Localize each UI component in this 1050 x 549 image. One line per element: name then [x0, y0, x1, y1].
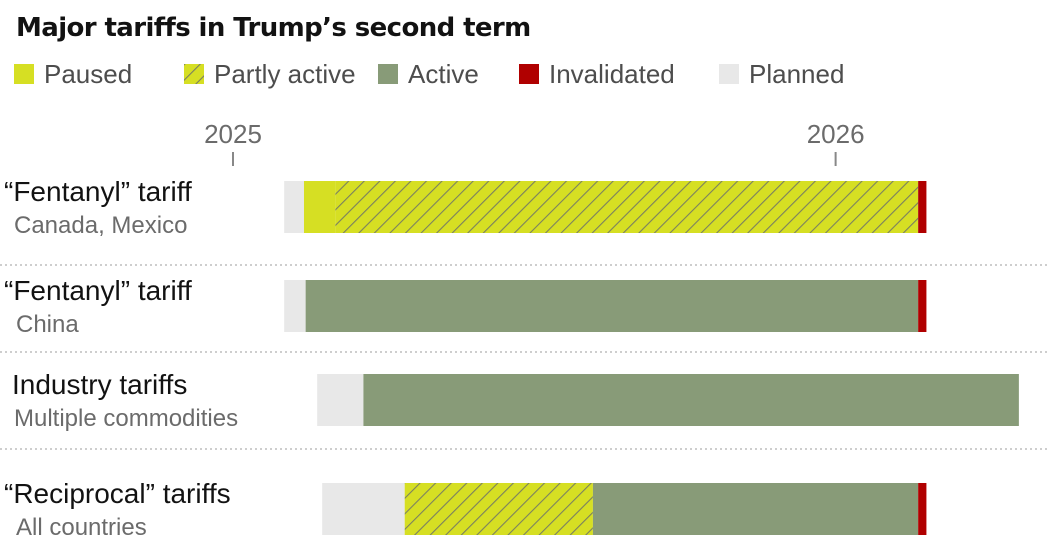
legend-label-partly-active: Partly active [214, 59, 356, 89]
bar-segment-invalidated [918, 181, 927, 233]
legend-swatch-active [378, 64, 398, 84]
chart-title: Major tariffs in Trump’s second term [16, 13, 531, 43]
chart-row-fentanyl-tariff-china: “Fentanyl” tariff China [4, 275, 927, 338]
legend-swatch-partly-active [184, 64, 204, 84]
chart-row-reciprocal-tariffs-all-countries: “Reciprocal” tariffs All countries [4, 478, 927, 541]
row-subtitle: China [16, 311, 79, 338]
bar-segment-planned [284, 181, 304, 233]
bar-segment-active [305, 280, 919, 332]
bar-segment-planned [322, 483, 405, 535]
bar-segment-partly [404, 483, 593, 535]
legend-label-paused: Paused [44, 59, 133, 89]
chart-row-fentanyl-tariff-canada-mexico: “Fentanyl” tariff Canada, Mexico [4, 176, 927, 239]
axis-tick-label-2026: 2026 [807, 119, 865, 149]
row-title: “Fentanyl” tariff [4, 275, 192, 306]
bar-segment-partly [335, 181, 919, 233]
bar-segment-active [363, 374, 1019, 426]
row-title: “Fentanyl” tariff [4, 176, 192, 207]
row-subtitle: Canada, Mexico [14, 212, 187, 239]
legend-swatch-invalidated [519, 64, 539, 84]
row-subtitle: All countries [16, 514, 147, 541]
bar-segment-invalidated [918, 280, 927, 332]
legend-swatch-paused [14, 64, 34, 84]
chart-row-industry-tariffs-multiple-commodities: Industry tariffs Multiple commodities [12, 369, 1019, 432]
row-subtitle: Multiple commodities [14, 405, 238, 432]
bar-segment-invalidated [918, 483, 927, 535]
legend-label-invalidated: Invalidated [549, 59, 675, 89]
axis-tick-label-2025: 2025 [204, 119, 262, 149]
row-title: “Reciprocal” tariffs [4, 478, 231, 509]
bar-segment-active [592, 483, 919, 535]
legend-label-active: Active [408, 59, 479, 89]
bar-segment-planned [284, 280, 306, 332]
legend-label-planned: Planned [749, 59, 845, 89]
bar-segment-planned [317, 374, 364, 426]
bar-segment-paused [303, 181, 336, 233]
legend-swatch-planned [719, 64, 739, 84]
row-title: Industry tariffs [12, 369, 187, 400]
